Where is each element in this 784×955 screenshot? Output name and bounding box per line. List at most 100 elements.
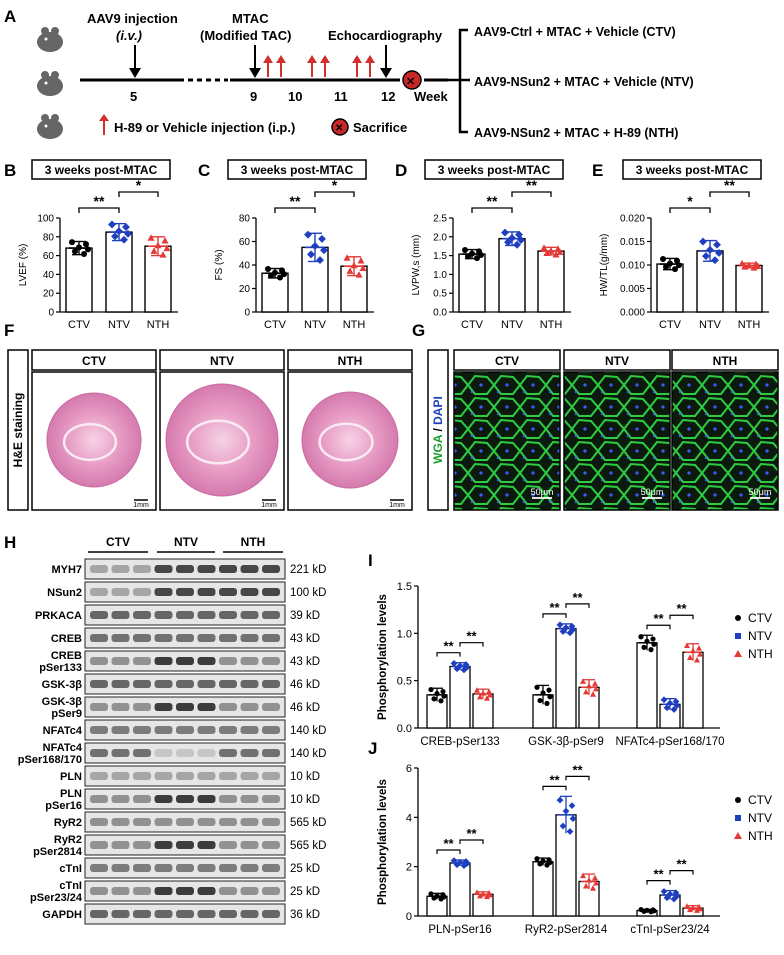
panel-label-g: G xyxy=(412,321,425,340)
data-point xyxy=(690,904,696,911)
x-tick-label: CTV xyxy=(68,319,91,331)
blot-kd: 39 kD xyxy=(290,610,320,622)
blot-band xyxy=(111,887,130,895)
data-point xyxy=(487,691,493,698)
blot-band xyxy=(176,818,194,826)
data-point xyxy=(568,802,576,810)
legend-label: NTH xyxy=(748,829,773,843)
data-point xyxy=(547,859,553,866)
blot-band xyxy=(262,565,280,573)
data-point xyxy=(150,247,158,254)
significance-label: ** xyxy=(724,177,735,193)
data-point xyxy=(644,638,650,644)
blot-site: pSer16 xyxy=(45,800,82,812)
legend-marker xyxy=(735,797,741,803)
data-point xyxy=(124,229,132,238)
data-point xyxy=(672,266,678,273)
y-tick-label: 4 xyxy=(406,812,412,824)
significance-bracket xyxy=(646,879,671,885)
blot-band xyxy=(111,864,130,872)
he-side-box xyxy=(7,349,29,511)
blot-band xyxy=(133,749,151,757)
significance-label: * xyxy=(687,193,693,209)
blot-name: PRKACA xyxy=(35,610,82,622)
bar xyxy=(735,264,763,313)
blot-kd: 100 kD xyxy=(290,587,326,599)
data-point xyxy=(556,248,564,255)
significance-label: ** xyxy=(290,193,301,209)
blot-band xyxy=(90,703,108,711)
data-point xyxy=(456,662,464,670)
bar-chart-3: 3 weeks post-MTAC 0.000 0.005 0.010 0.015 0.0… xyxy=(599,159,769,331)
data-point xyxy=(76,244,82,251)
x-tick-label: CTV xyxy=(659,319,682,331)
x-tick-label: NTV xyxy=(501,319,524,331)
wga-header-label: CTV xyxy=(495,354,519,368)
data-point xyxy=(477,693,483,700)
significance-label: ** xyxy=(549,772,560,787)
blot-band xyxy=(240,910,259,918)
y-tick-label: 40 xyxy=(43,270,55,281)
data-point xyxy=(667,260,673,267)
blot-name: GAPDH xyxy=(42,909,82,921)
data-point xyxy=(431,696,437,702)
blot-kd: 46 kD xyxy=(290,702,320,714)
data-point xyxy=(161,237,169,244)
data-point xyxy=(517,236,525,244)
sacrifice-legend-icon xyxy=(331,118,349,136)
group-ntv-label: AAV9-NSun2 + MTAC + Vehicle (NTV) xyxy=(474,75,694,89)
timepoint-box xyxy=(227,159,367,180)
blot-band xyxy=(197,726,216,734)
x-tick-label: NTH xyxy=(343,319,366,331)
heart-section xyxy=(165,383,279,497)
blot-band xyxy=(197,657,216,665)
blot-band xyxy=(176,565,194,573)
legend-label: NTH xyxy=(748,647,773,661)
data-point xyxy=(547,247,555,254)
y-tick-label: 60 xyxy=(43,251,55,262)
data-point xyxy=(592,680,598,687)
data-point xyxy=(163,244,171,252)
data-point xyxy=(304,230,312,239)
legend-label: NTV xyxy=(748,811,772,825)
blot-band xyxy=(111,841,130,849)
data-point xyxy=(359,264,367,272)
data-point xyxy=(556,621,564,629)
bar-chart-0: 3 weeks post-MTAC 0 20 40 60 80 100 LVEF (%) CTV… xyxy=(18,159,178,331)
he-header-label: NTV xyxy=(210,354,234,368)
blot-band xyxy=(154,657,173,665)
heart-section xyxy=(46,392,142,488)
data-point xyxy=(487,891,493,898)
blot-band xyxy=(197,588,216,596)
data-point xyxy=(684,903,690,909)
data-point xyxy=(534,684,540,690)
legend-label: NTV xyxy=(748,629,772,643)
data-point xyxy=(265,265,271,272)
legend-marker xyxy=(734,650,742,657)
blot-band xyxy=(176,772,194,780)
data-point xyxy=(540,858,546,864)
significance-label: ** xyxy=(466,826,477,841)
significance-label: ** xyxy=(653,611,664,626)
data-point xyxy=(355,271,363,278)
y-tick-label: 0.010 xyxy=(620,261,645,272)
panel-label-j: J xyxy=(368,739,377,758)
significance-label: ** xyxy=(487,193,498,209)
blot-band xyxy=(176,841,194,849)
blot-band xyxy=(240,772,259,780)
blot-band xyxy=(90,795,108,803)
significance-bracket xyxy=(669,869,694,875)
blot-band xyxy=(240,588,259,596)
x-tick-label: cTnI-pSer23/24 xyxy=(630,924,710,936)
blot-band xyxy=(133,818,151,826)
data-point xyxy=(154,241,162,249)
week-10: 10 xyxy=(288,89,302,104)
data-point xyxy=(651,641,657,647)
blot-name: GSK-3β xyxy=(42,679,83,691)
bar xyxy=(498,237,526,313)
red-arrow-head-icon xyxy=(99,114,109,121)
data-point xyxy=(463,860,471,867)
legend-marker xyxy=(735,633,741,639)
y-tick-label: 20 xyxy=(43,289,55,300)
data-point xyxy=(147,234,155,241)
